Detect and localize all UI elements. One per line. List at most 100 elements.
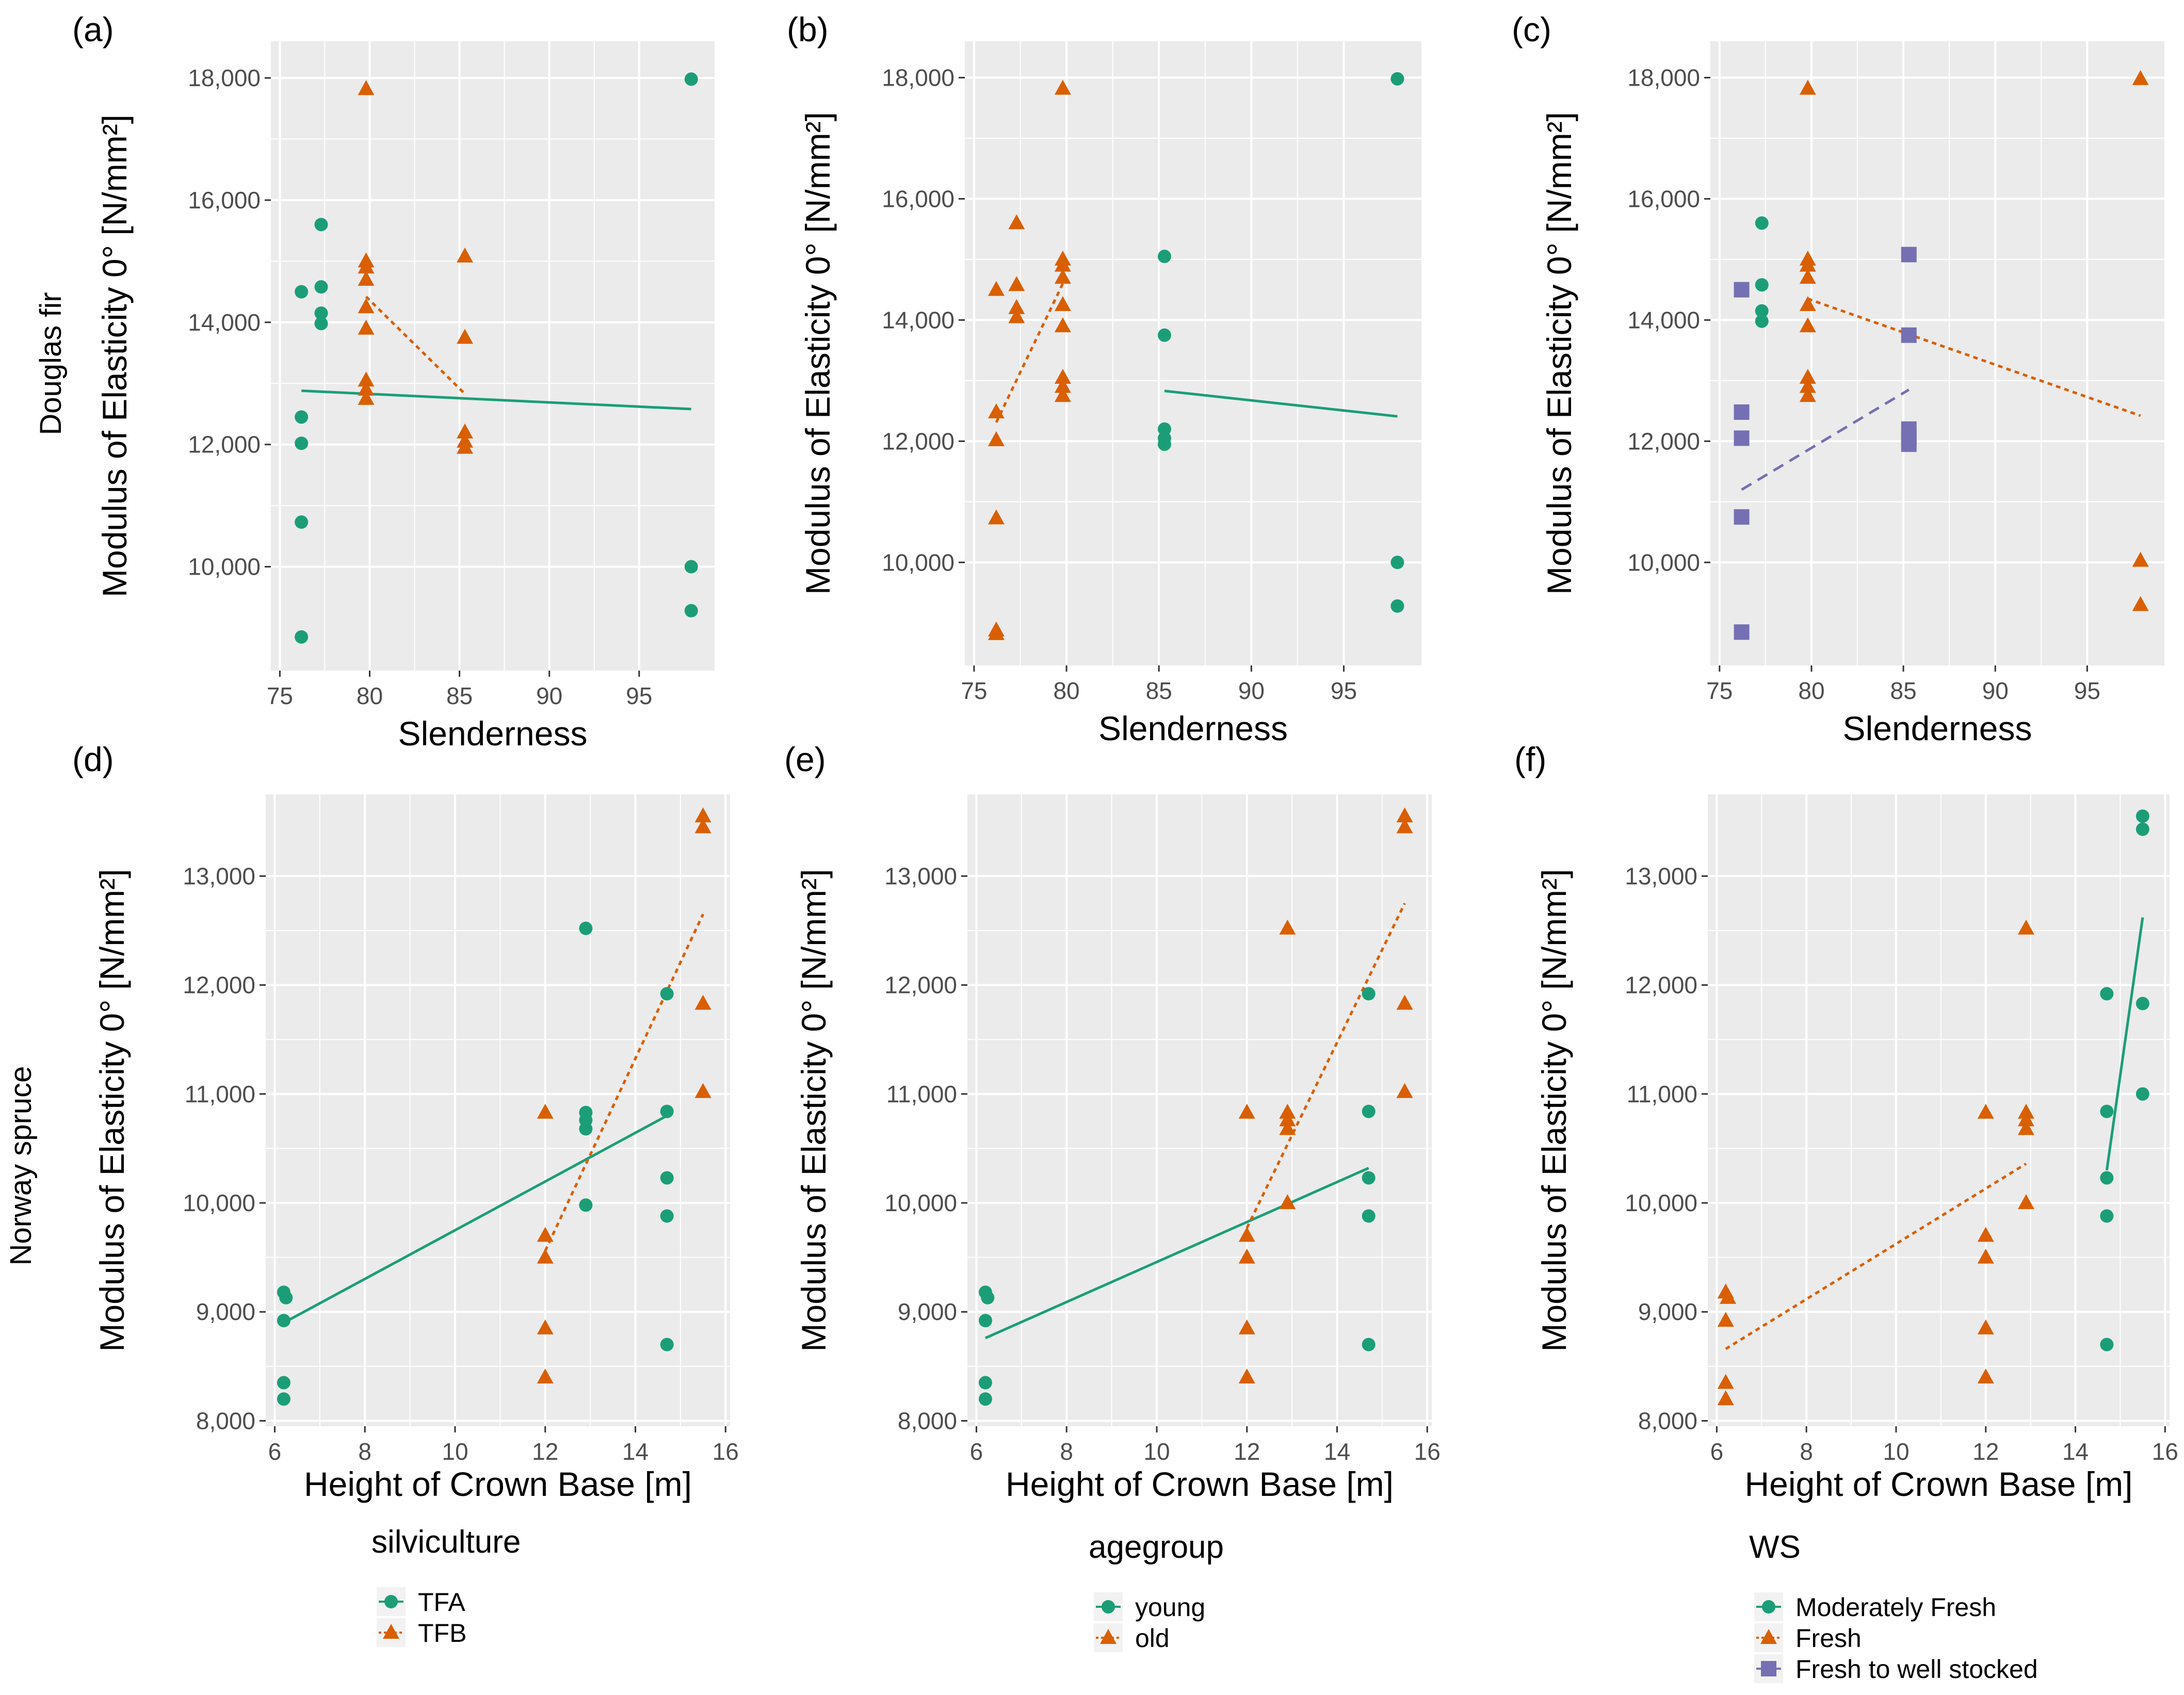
y-axis-title: Modulus of Elasticity 0° [N/mm²] xyxy=(795,869,833,1352)
plot-background xyxy=(1710,41,2164,665)
legend-label: Moderately Fresh xyxy=(1795,1593,1996,1622)
data-point xyxy=(1396,818,1413,834)
fit-line xyxy=(1741,388,1910,491)
data-point xyxy=(1799,387,1816,402)
data-point xyxy=(694,818,711,834)
data-point xyxy=(660,987,674,1001)
x-axis-title: Slenderness xyxy=(1098,709,1288,747)
panels: 75 80 85 90 95 10,000 12,000 14,000 16,000 18,000… xyxy=(72,10,2178,1503)
data-point xyxy=(2100,1338,2114,1351)
x-tick-label: 90 xyxy=(536,682,562,709)
x-tick-label: 75 xyxy=(1706,677,1733,704)
y-tick-label: 14,000 xyxy=(1627,306,1700,333)
x-axis-title: Height of Crown Base [m] xyxy=(1745,1465,2133,1503)
data-point xyxy=(1799,368,1816,384)
data-point xyxy=(1720,1289,1737,1304)
x-tick-label: 16 xyxy=(713,1438,739,1465)
data-point xyxy=(981,1291,995,1305)
data-point xyxy=(2017,1111,2034,1127)
data-point xyxy=(1238,1248,1255,1264)
data-point xyxy=(1279,1111,1296,1127)
data-point xyxy=(1238,1319,1255,1334)
data-point xyxy=(358,381,375,396)
data-point xyxy=(277,1392,290,1406)
y-axis-title: Modulus of Elasticity 0° [N/mm²] xyxy=(1540,112,1578,595)
data-point xyxy=(978,1376,992,1390)
data-point xyxy=(1008,214,1025,230)
x-tick-label: 16 xyxy=(1414,1438,1441,1465)
data-point xyxy=(1054,256,1071,272)
y-tick-label: 18,000 xyxy=(188,64,261,91)
legend-key-marker xyxy=(1100,1629,1117,1644)
fit-line xyxy=(544,914,704,1252)
y-tick-label: 12,000 xyxy=(1627,428,1700,454)
data-point xyxy=(1362,1171,1376,1185)
legend-title: agegroup xyxy=(1089,1529,1224,1565)
data-point xyxy=(1901,247,1917,263)
y-tick-label: 10,000 xyxy=(1627,549,1700,576)
data-point xyxy=(295,285,309,299)
data-point xyxy=(1799,296,1816,312)
data-point xyxy=(1396,1083,1413,1098)
y-tick-label: 11,000 xyxy=(886,1081,957,1107)
data-point xyxy=(2100,987,2114,1001)
y-tick-label: 10,000 xyxy=(183,1189,255,1216)
legend-title: WS xyxy=(1749,1529,1801,1565)
x-tick-label: 90 xyxy=(1982,677,2009,704)
data-point xyxy=(295,630,309,644)
data-point xyxy=(694,995,711,1010)
plot-background xyxy=(967,794,1432,1426)
data-point xyxy=(1977,1248,1994,1264)
legend-key-marker xyxy=(1760,1629,1777,1644)
data-point xyxy=(579,921,593,935)
panel-e: 6 8 10 12 14 16 8,000 9,000 10,000 11,000 12,000 13… xyxy=(784,740,1441,1503)
data-point xyxy=(684,604,698,617)
x-tick-label: 12 xyxy=(1234,1438,1260,1465)
data-point xyxy=(2132,551,2149,567)
y-tick-label: 12,000 xyxy=(183,972,255,999)
data-point xyxy=(2136,809,2149,823)
row-label-norway-spruce: Norway spruce xyxy=(4,1066,38,1266)
y-tick-label: 9,000 xyxy=(196,1298,255,1325)
plot-background xyxy=(965,41,1421,665)
data-point xyxy=(1157,250,1171,264)
data-point xyxy=(660,1209,674,1223)
data-point xyxy=(1799,256,1816,272)
panel-a: 75 80 85 90 95 10,000 12,000 14,000 16,000 18,000… xyxy=(72,10,715,753)
y-axis-title: Modulus of Elasticity 0° [N/mm²] xyxy=(95,115,134,597)
panel-tag: (c) xyxy=(1512,10,1551,48)
x-tick-label: 8 xyxy=(1060,1438,1073,1465)
data-point xyxy=(1755,314,1769,328)
data-point xyxy=(295,410,309,424)
y-tick-label: 14,000 xyxy=(188,309,261,336)
x-tick-label: 95 xyxy=(626,682,652,709)
data-point xyxy=(1717,1374,1734,1389)
data-point xyxy=(2100,1209,2114,1223)
x-tick-label: 75 xyxy=(961,677,987,704)
data-point xyxy=(1755,304,1769,318)
y-axis-title: Modulus of Elasticity 0° [N/mm²] xyxy=(1535,869,1573,1352)
x-axis-title: Slenderness xyxy=(398,714,588,753)
data-point xyxy=(1799,317,1816,333)
data-point xyxy=(1396,807,1413,823)
legend-label: Fresh to well stocked xyxy=(1795,1655,2038,1684)
legend-title: silviculture xyxy=(371,1524,521,1560)
plot-background xyxy=(266,794,730,1426)
x-tick-label: 80 xyxy=(357,682,383,709)
data-point xyxy=(1717,1312,1734,1327)
data-point xyxy=(1717,1390,1734,1406)
data-point xyxy=(1362,1209,1376,1223)
panel-tag: (d) xyxy=(72,740,114,778)
data-point xyxy=(1054,378,1071,393)
y-tick-label: 13,000 xyxy=(183,862,255,889)
data-point xyxy=(277,1376,290,1390)
x-tick-label: 10 xyxy=(442,1438,468,1465)
legend-label: TFB xyxy=(418,1619,466,1648)
legend-key-marker xyxy=(383,1624,399,1639)
x-tick-label: 8 xyxy=(1800,1438,1813,1465)
data-point xyxy=(988,403,1005,418)
data-point xyxy=(1054,79,1071,95)
